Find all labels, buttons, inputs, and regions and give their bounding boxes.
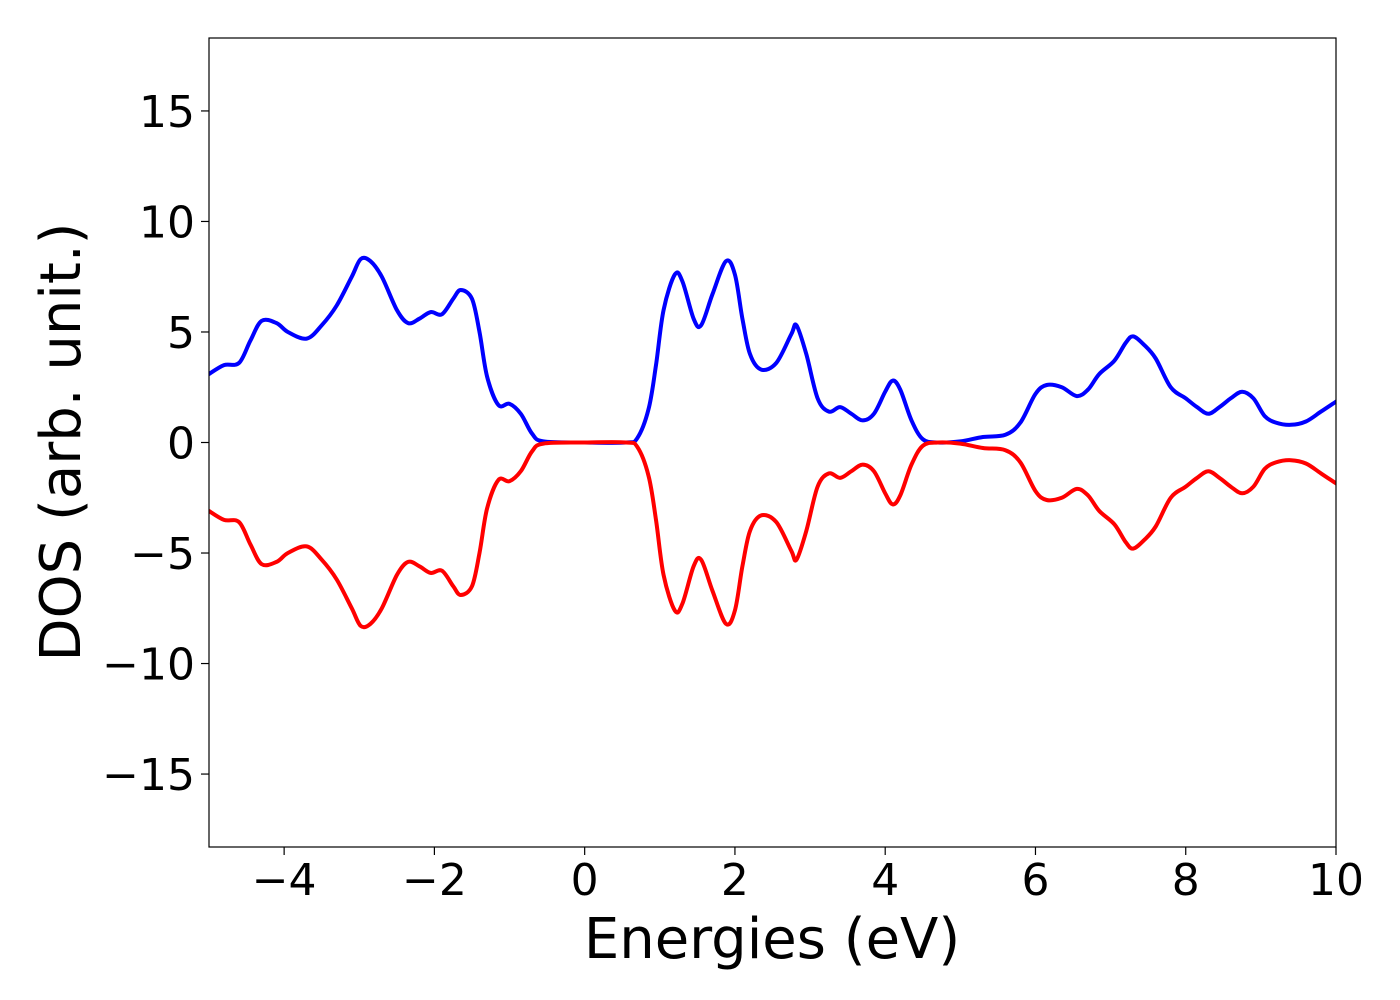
x-tick-label: 6 bbox=[1021, 855, 1049, 906]
x-tick-label: −4 bbox=[252, 855, 317, 906]
y-tick-label: 10 bbox=[139, 197, 195, 248]
y-tick-label: 0 bbox=[167, 419, 195, 470]
y-tick-label: −15 bbox=[102, 750, 195, 801]
y-tick-label: 5 bbox=[167, 308, 195, 359]
x-tick-label: 8 bbox=[1172, 855, 1200, 906]
dos-spin-up-line bbox=[209, 255, 1336, 445]
plot-frame bbox=[208, 37, 1337, 848]
x-tick-label: 4 bbox=[871, 855, 899, 906]
axes-layer: −4 −2 0 2 4 6 8 10 15 10 5 0 −5 −10 −15 bbox=[102, 87, 1364, 906]
x-tick-label: 10 bbox=[1308, 855, 1364, 906]
y-tick-label: −10 bbox=[102, 640, 195, 691]
y-tick-label: 15 bbox=[139, 87, 195, 138]
series-layer bbox=[209, 255, 1336, 630]
x-axis-label: Energies (eV) bbox=[584, 907, 960, 972]
x-tick-label: 0 bbox=[571, 855, 599, 906]
y-axis-label: DOS (arb. unit.) bbox=[29, 222, 94, 661]
dos-spin-down-line bbox=[209, 440, 1336, 630]
y-tick-label: −5 bbox=[130, 529, 195, 580]
x-tick-label: −2 bbox=[402, 855, 467, 906]
x-tick-label: 2 bbox=[721, 855, 749, 906]
